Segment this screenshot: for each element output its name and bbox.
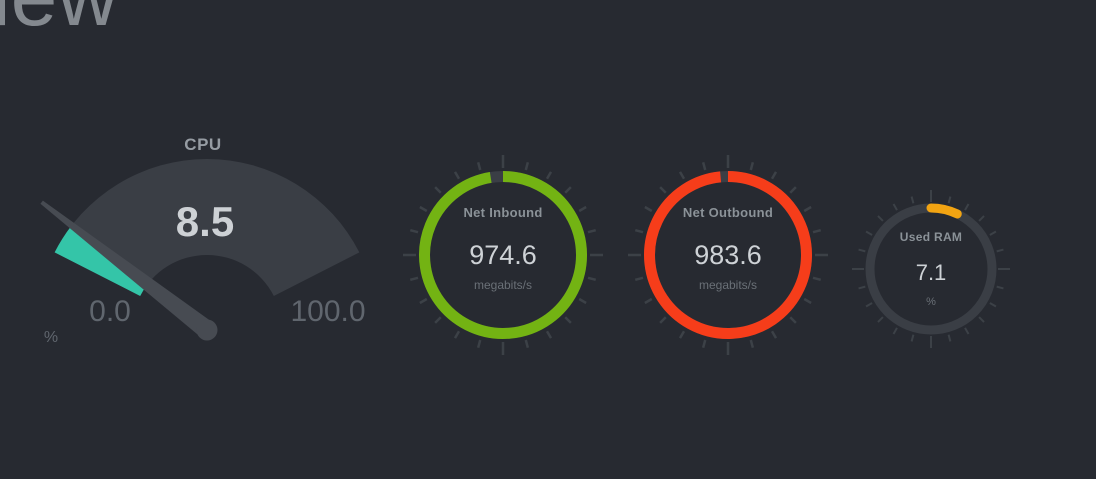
cpu-gauge: CPU 8.5 0.0 100.0 % (40, 135, 366, 346)
net-inbound-unit: megabits/s (474, 278, 532, 292)
net-outbound-graphics (628, 155, 828, 355)
page-title-clipped: iew (0, 0, 118, 38)
cpu-gauge-max-label: 100.0 (290, 295, 365, 328)
net-inbound-value: 974.6 (469, 240, 537, 270)
cpu-gauge-graphics (40, 159, 360, 341)
net-inbound-graphics (403, 155, 603, 355)
net-outbound-value: 983.6 (694, 240, 762, 270)
net-outbound-gauge: Net Outbound 983.6 megabits/s (628, 155, 828, 355)
net-outbound-title: Net Outbound (683, 205, 773, 220)
cpu-gauge-title: CPU (184, 135, 221, 154)
cpu-gauge-min-label: 0.0 (89, 295, 131, 328)
used-ram-graphics (852, 190, 1010, 348)
net-outbound-unit: megabits/s (699, 278, 757, 292)
used-ram-title: Used RAM (900, 230, 962, 244)
cpu-gauge-unit: % (44, 329, 58, 346)
cpu-gauge-value: 8.5 (176, 198, 234, 245)
used-ram-value: 7.1 (916, 260, 947, 285)
net-inbound-gauge: Net Inbound 974.6 megabits/s (403, 155, 603, 355)
used-ram-gauge: Used RAM 7.1 % (852, 190, 1010, 348)
used-ram-unit: % (926, 296, 936, 308)
net-inbound-title: Net Inbound (463, 205, 542, 220)
